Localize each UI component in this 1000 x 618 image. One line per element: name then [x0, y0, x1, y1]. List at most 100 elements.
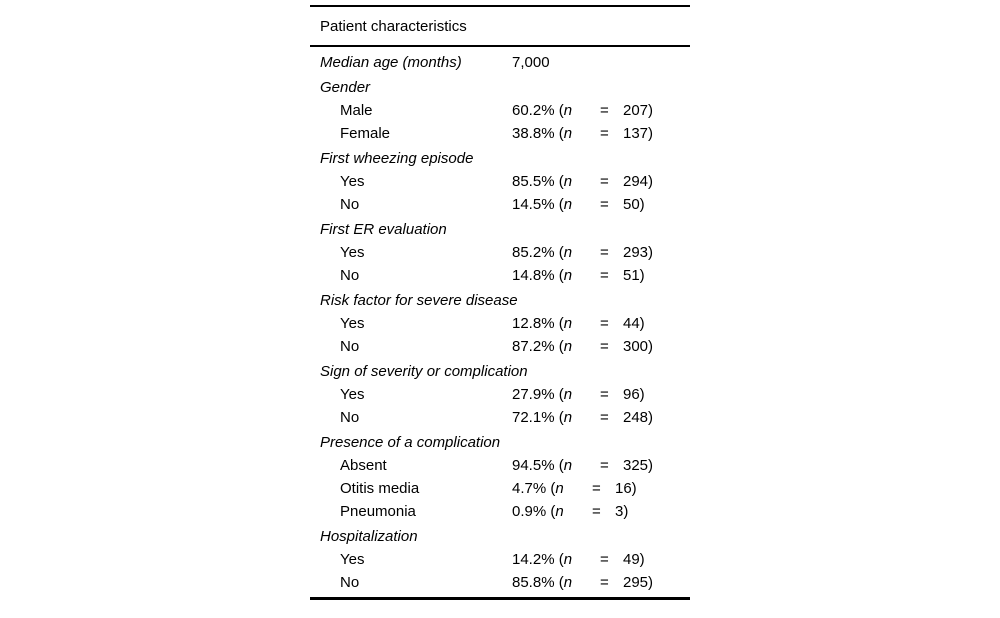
value-count: 325) — [623, 457, 654, 474]
n-symbol: n — [563, 457, 573, 474]
row-label: No — [340, 409, 360, 426]
table-title: Patient characteristics — [320, 17, 467, 35]
value-count: 294) — [623, 173, 654, 190]
row-label: Sign of severity or complication — [320, 363, 528, 380]
row-value: 12.8% (n = 44) — [512, 312, 645, 335]
table-header-row: Patient characteristics — [310, 7, 690, 45]
value-percent: 87.2% (n — [512, 335, 594, 358]
percent-text: 27.9% ( — [512, 386, 564, 403]
table-row-category: Sign of severity or complication — [310, 360, 690, 383]
row-label: First ER evaluation — [320, 221, 447, 238]
value-percent: 85.8% (n — [512, 571, 594, 594]
value-count: 207) — [623, 102, 654, 119]
row-value: 7,000 — [512, 51, 550, 74]
row-value: 85.8% (n = 295) — [512, 571, 653, 594]
n-symbol: n — [555, 503, 564, 520]
plain-value: 7,000 — [512, 54, 550, 71]
table-bottom-rule — [310, 597, 690, 600]
table-row-item: Otitis media 4.7% (n = 16) — [310, 477, 690, 500]
value-percent: 85.5% (n — [512, 170, 594, 193]
n-symbol: n — [563, 338, 573, 355]
percent-text: 12.8% ( — [512, 315, 564, 332]
row-label: Risk factor for severe disease — [320, 292, 518, 309]
row-value: 14.2% (n = 49) — [512, 548, 645, 571]
equals-sign: = — [600, 574, 609, 591]
n-symbol: n — [563, 102, 573, 119]
row-label: No — [340, 574, 360, 591]
equals-sign: = — [600, 315, 609, 332]
row-label: First wheezing episode — [320, 150, 474, 167]
row-value: 85.2% (n = 293) — [512, 241, 653, 264]
row-label: Female — [340, 125, 391, 142]
row-label: Yes — [340, 315, 365, 332]
row-label: Yes — [340, 244, 365, 261]
table-row-item: No 14.8% (n = 51) — [310, 264, 690, 287]
value-count: 248) — [623, 409, 654, 426]
value-count: 96) — [623, 386, 645, 403]
row-value: 85.5% (n = 294) — [512, 170, 653, 193]
row-label: Yes — [340, 551, 365, 568]
percent-text: 14.5% ( — [512, 196, 564, 213]
table-row-item: No 87.2% (n = 300) — [310, 335, 690, 358]
n-symbol: n — [563, 125, 573, 142]
row-label: Hospitalization — [320, 528, 418, 545]
n-symbol: n — [563, 409, 573, 426]
value-percent: 14.5% (n — [512, 193, 594, 216]
equals-sign: = — [600, 267, 609, 284]
percent-text: 14.2% ( — [512, 551, 564, 568]
n-symbol: n — [563, 173, 573, 190]
equals-sign: = — [600, 173, 609, 190]
table-row-item: No 14.5% (n = 50) — [310, 193, 690, 216]
table-row-item: Yes 14.2% (n = 49) — [310, 548, 690, 571]
row-label: Presence of a complication — [320, 434, 501, 451]
equals-sign: = — [592, 503, 601, 520]
row-label: Yes — [340, 173, 365, 190]
value-percent: 12.8% (n — [512, 312, 594, 335]
row-label: Absent — [340, 457, 387, 474]
value-percent: 0.9% (n — [512, 500, 586, 523]
n-symbol: n — [563, 244, 573, 261]
table-body: Median age (months) 7,000 Gender Male 60.2% … — [310, 47, 690, 594]
table-row-item: Absent 94.5% (n = 325) — [310, 454, 690, 477]
value-percent: 27.9% (n — [512, 383, 594, 406]
equals-sign: = — [600, 386, 609, 403]
table-row-item: No 72.1% (n = 248) — [310, 406, 690, 429]
value-count: 51) — [623, 267, 645, 284]
percent-text: 60.2% ( — [512, 102, 564, 119]
n-symbol: n — [563, 574, 573, 591]
percent-text: 87.2% ( — [512, 338, 564, 355]
value-count: 49) — [623, 551, 645, 568]
value-percent: 4.7% (n — [512, 477, 586, 500]
row-value: 14.5% (n = 50) — [512, 193, 645, 216]
table-row-item: Yes 12.8% (n = 44) — [310, 312, 690, 335]
row-value: 0.9% (n = 3) — [512, 500, 628, 523]
n-symbol: n — [563, 551, 573, 568]
value-count: 3) — [615, 503, 629, 520]
percent-text: 94.5% ( — [512, 457, 564, 474]
table-row-category: First ER evaluation — [310, 218, 690, 241]
equals-sign: = — [600, 457, 609, 474]
row-label: Male — [340, 102, 373, 119]
table-row-item: Yes 27.9% (n = 96) — [310, 383, 690, 406]
table-top-rule — [310, 5, 690, 7]
value-count: 137) — [623, 125, 654, 142]
table-row-category: Gender — [310, 76, 690, 99]
equals-sign: = — [600, 196, 609, 213]
value-percent: 72.1% (n — [512, 406, 594, 429]
equals-sign: = — [600, 409, 609, 426]
n-symbol: n — [563, 315, 573, 332]
row-value: 27.9% (n = 96) — [512, 383, 645, 406]
table-row-item: Pneumonia 0.9% (n = 3) — [310, 500, 690, 523]
value-count: 50) — [623, 196, 645, 213]
percent-text: 14.8% ( — [512, 267, 564, 284]
value-percent: 60.2% (n — [512, 99, 594, 122]
equals-sign: = — [600, 244, 609, 261]
page: { "table": { "title": "Patient character… — [0, 5, 1000, 618]
row-label: Median age (months) — [320, 54, 462, 71]
table-row-category: Risk factor for severe disease — [310, 289, 690, 312]
percent-text: 4.7% ( — [512, 480, 556, 497]
table-row-item: Yes 85.2% (n = 293) — [310, 241, 690, 264]
row-label: No — [340, 338, 360, 355]
value-count: 293) — [623, 244, 654, 261]
row-label: Otitis media — [340, 480, 420, 497]
